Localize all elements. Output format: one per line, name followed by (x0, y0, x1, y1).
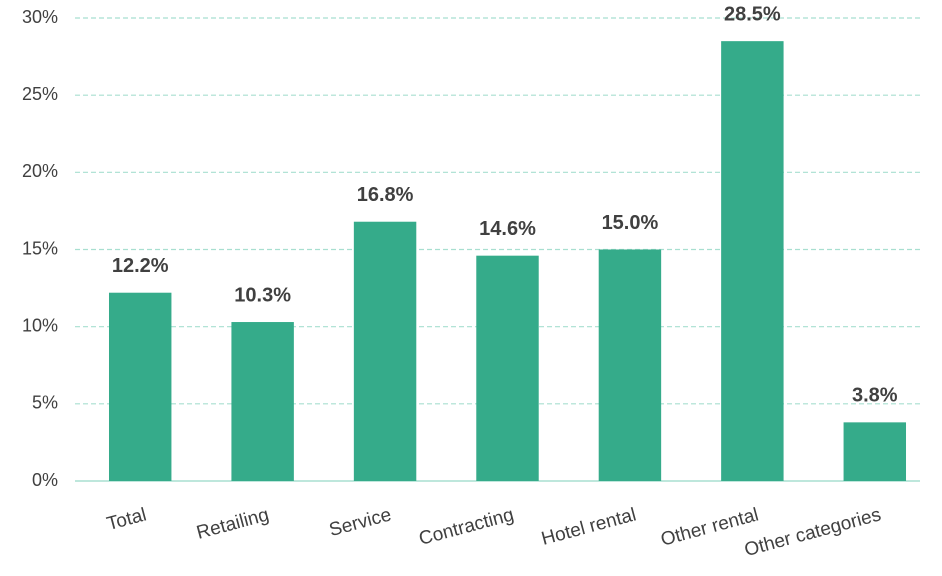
y-tick-label: 5% (32, 393, 58, 413)
x-tick-label: Total (105, 504, 149, 535)
y-tick-label: 25% (22, 84, 58, 104)
y-tick-label: 0% (32, 470, 58, 490)
value-label: 3.8% (852, 385, 898, 407)
x-tick-label: Retailing (194, 504, 271, 543)
bar (598, 249, 662, 481)
value-label: 28.5% (724, 3, 781, 25)
value-label: 15.0% (602, 212, 659, 234)
bar (108, 292, 172, 481)
x-tick-label: Service (327, 504, 394, 541)
x-tick-label: Hotel rental (539, 504, 638, 549)
y-tick-label: 10% (22, 315, 58, 335)
value-label: 12.2% (112, 255, 169, 277)
bar (721, 41, 784, 482)
bar (843, 422, 907, 481)
y-tick-label: 20% (22, 161, 58, 181)
y-tick-label: 30% (22, 7, 58, 27)
bar (476, 255, 539, 481)
x-tick-label: Other categories (742, 504, 883, 561)
value-label: 14.6% (479, 218, 536, 240)
x-tick-label: Contracting (417, 504, 516, 549)
bar (353, 221, 417, 481)
bar (231, 322, 294, 481)
value-label: 10.3% (234, 284, 291, 306)
value-label: 16.8% (357, 184, 414, 206)
y-tick-label: 15% (22, 238, 58, 258)
